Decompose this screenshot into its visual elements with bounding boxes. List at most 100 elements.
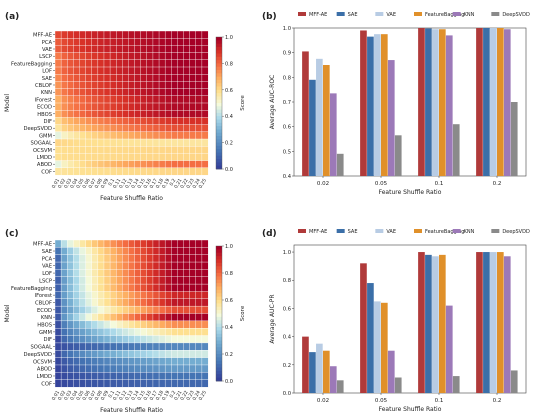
heatmap-cell — [140, 88, 148, 97]
bar — [439, 254, 446, 393]
heatmap-cell — [91, 138, 99, 147]
heatmap-cell — [91, 261, 99, 270]
heatmap-cell — [73, 117, 80, 126]
heatmap-cell — [79, 45, 87, 54]
heatmap-cell — [134, 291, 142, 300]
heatmap-cell — [134, 247, 142, 256]
colorbar-segment — [216, 162, 222, 167]
heatmap-cell — [79, 138, 87, 147]
heatmap-cell — [122, 305, 129, 314]
heatmap-cell — [140, 283, 148, 292]
legend-swatch — [336, 12, 345, 16]
heatmap-cell — [103, 350, 111, 359]
bar — [309, 79, 316, 176]
heatmap-cell — [85, 45, 93, 54]
heatmap-cell — [201, 254, 209, 263]
heatmap-cell — [171, 59, 178, 68]
x-tick-label: 0.07 — [87, 390, 97, 402]
heatmap-cell — [109, 52, 117, 61]
heatmap-cell — [60, 102, 68, 111]
heatmap-cell — [146, 342, 154, 351]
row-label: DIF — [43, 119, 52, 125]
heatmap-cell — [146, 254, 154, 263]
heatmap-cell — [171, 102, 178, 111]
heatmap-cell — [103, 81, 111, 90]
bar — [394, 135, 402, 176]
heatmap-cell — [115, 342, 123, 351]
heatmap-cell — [97, 145, 105, 154]
heatmap-cell — [97, 291, 105, 300]
heatmap-cell — [67, 335, 74, 344]
colorbar-segment — [216, 119, 222, 124]
heatmap-cell — [60, 117, 68, 126]
heatmap-cell — [201, 59, 209, 68]
heatmap-cell — [171, 131, 178, 140]
heatmap-cell — [103, 167, 111, 176]
heatmap-cell — [189, 30, 197, 39]
legend-swatch — [491, 12, 500, 16]
heatmap-cell — [54, 38, 62, 46]
heatmap-cell — [177, 73, 185, 82]
heatmap-cell — [140, 291, 148, 300]
bar — [309, 352, 316, 393]
x-tick-label: 0.21 — [173, 178, 183, 190]
heatmap-cell — [128, 239, 136, 248]
heatmap-cell — [134, 153, 142, 162]
heatmap-cell — [109, 298, 117, 307]
heatmap-cell — [103, 320, 111, 329]
heatmap-cell — [67, 261, 74, 270]
heatmap-cell — [60, 73, 68, 82]
heatmap-cell — [109, 372, 117, 381]
legend-swatch — [491, 229, 500, 233]
heatmap-cell — [85, 145, 93, 154]
heatmap-cell — [67, 291, 74, 300]
heatmap-cell — [201, 66, 209, 75]
heatmap-cell — [171, 45, 178, 54]
heatmap-cell — [201, 350, 209, 359]
heatmap-cell — [201, 52, 209, 61]
bar — [445, 35, 453, 177]
heatmap-cell — [115, 313, 123, 322]
heatmap-cell — [140, 364, 148, 373]
heatmap-cell — [85, 261, 93, 270]
heatmap-cell — [158, 124, 166, 133]
heatmap-cell — [54, 276, 62, 285]
heatmap-cell — [201, 342, 209, 351]
colorbar-segment — [216, 93, 222, 97]
heatmap-cell — [60, 95, 68, 104]
heatmap-cell — [79, 66, 87, 75]
heatmap-cell — [79, 160, 87, 169]
heatmap-cell — [103, 73, 111, 82]
x-axis-label: Feature Shuffle Ratio — [100, 407, 163, 414]
heatmap-cell — [201, 45, 209, 54]
heatmap-cell — [134, 59, 142, 68]
legend-swatch — [452, 12, 461, 16]
heatmap-cell — [122, 342, 129, 351]
colorbar-segment — [216, 79, 222, 84]
heatmap-cell — [134, 372, 142, 381]
heatmap-cell — [115, 30, 123, 39]
heatmap-cell — [152, 313, 160, 322]
heatmap-cell — [115, 59, 123, 68]
heatmap-cell — [91, 269, 99, 278]
bar — [374, 301, 381, 393]
bar — [418, 252, 425, 393]
heatmap-cell — [128, 30, 136, 39]
heatmap-cell — [54, 298, 62, 307]
heatmap-cell — [109, 276, 117, 285]
heatmap-cell — [85, 364, 93, 373]
heatmap-cell — [97, 313, 105, 322]
heatmap-cell — [140, 30, 148, 39]
heatmap-cell — [79, 350, 87, 359]
heatmap-cell — [60, 357, 68, 366]
heatmap-cell — [128, 66, 136, 75]
row-label: PCA — [42, 256, 53, 262]
heatmap-cell — [67, 59, 74, 68]
heatmap-cell — [54, 372, 62, 381]
heatmap-cell — [195, 95, 203, 104]
heatmap-cell — [79, 291, 87, 300]
heatmap-cell — [158, 313, 166, 322]
heatmap-cell — [103, 88, 111, 97]
colorbar-segment — [216, 56, 222, 61]
colorbar-segment — [216, 262, 222, 267]
